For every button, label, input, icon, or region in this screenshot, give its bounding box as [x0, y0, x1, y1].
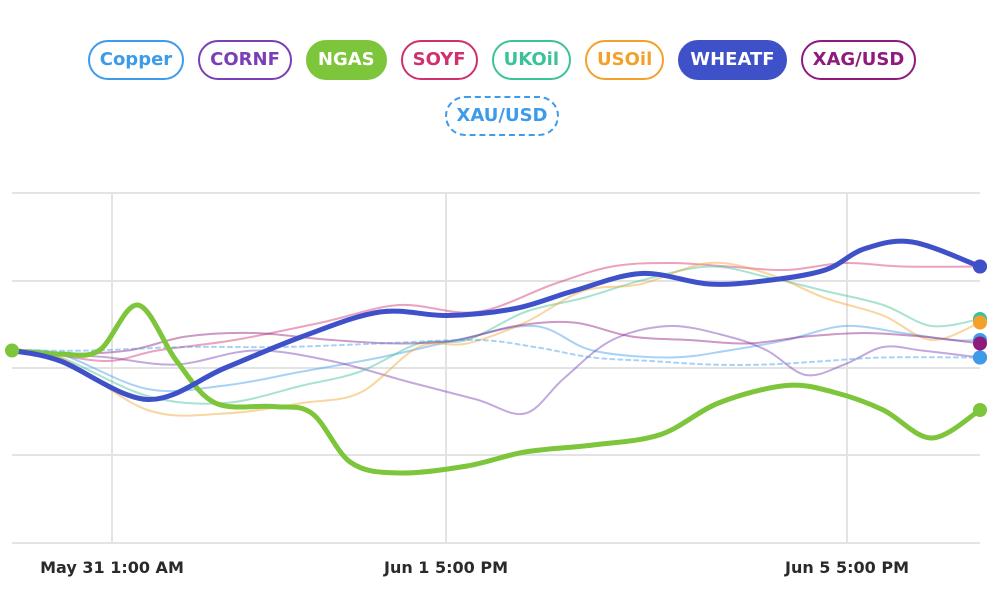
x-tick-label: Jun 1 5:00 PM: [383, 558, 508, 577]
legend: Copper CORNF NGAS SOYF UKOil USOil WHEATF XAG/U…: [0, 40, 1004, 152]
legend-item-cornf[interactable]: CORNF: [198, 40, 292, 80]
series-line-soyf: [11, 261, 981, 363]
series-endpoint-xau-usd: [973, 350, 987, 365]
legend-row: Copper CORNF NGAS SOYF UKOil USOil WHEATF XAG/U…: [0, 40, 1004, 80]
legend-item-ukoil[interactable]: UKOil: [491, 40, 572, 80]
chart-series: [9, 238, 983, 476]
legend-item-wheatf[interactable]: WHEATF: [678, 40, 787, 80]
series-line-ngas: [9, 302, 983, 476]
legend-row: XAU/USD: [0, 96, 1004, 136]
series-line-ukoil: [11, 265, 981, 405]
legend-item-copper[interactable]: Copper: [87, 40, 185, 80]
series-endpoint-xag-usd: [973, 336, 987, 351]
legend-item-xag-usd[interactable]: XAG/USD: [800, 40, 917, 80]
series-line-wheatf: [9, 238, 983, 403]
x-axis: May 31 1:00 AM Jun 1 5:00 PM Jun 5 5:00 PM: [40, 558, 909, 577]
chart-endpoints: [5, 259, 987, 417]
series-line-xau-usd: [11, 338, 981, 366]
legend-item-xau-usd[interactable]: XAU/USD: [444, 96, 560, 136]
legend-item-usoil[interactable]: USOil: [585, 40, 665, 80]
legend-item-soyf[interactable]: SOYF: [400, 40, 478, 80]
legend-item-ngas[interactable]: NGAS: [305, 40, 387, 80]
series-endpoint-usoil: [973, 315, 987, 330]
series-start-point: [5, 343, 19, 358]
x-tick-label: Jun 5 5:00 PM: [784, 558, 909, 577]
series-endpoint-wheatf: [973, 259, 987, 274]
series-endpoint-ngas: [973, 403, 987, 417]
chart-grid: [12, 192, 980, 544]
x-tick-label: May 31 1:00 AM: [40, 558, 184, 577]
series-line-usoil: [11, 261, 981, 417]
